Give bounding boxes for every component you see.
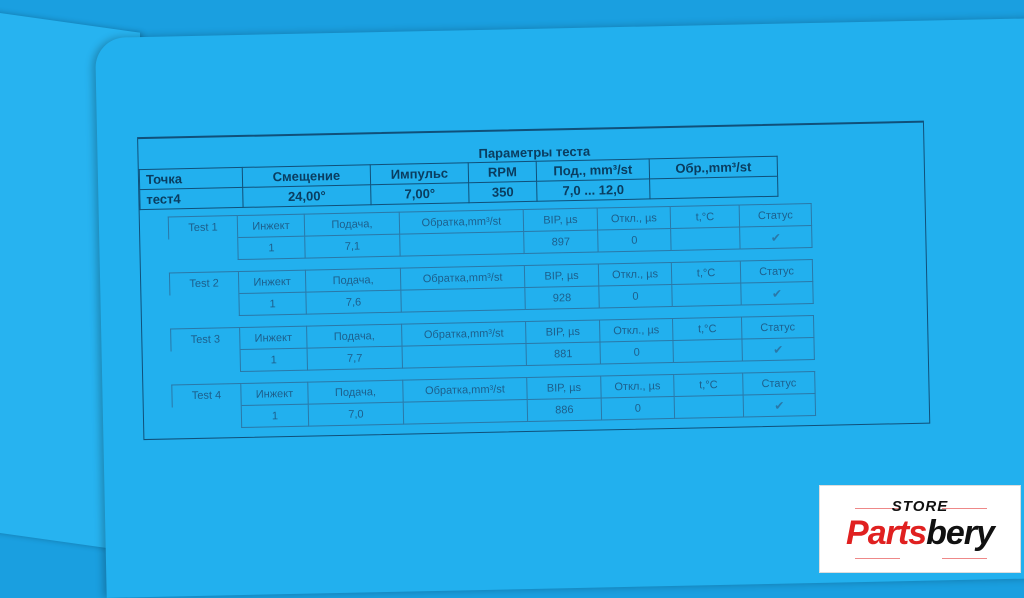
test-column-header: BIP, µs	[523, 208, 598, 232]
check-icon: ✔	[771, 286, 783, 301]
value-cell: 24,00°	[242, 184, 372, 208]
test-report: Параметры теста Точка Смещение Импульс R…	[137, 120, 931, 441]
test-column-header: Статус	[740, 259, 813, 284]
test-column-header: Статус	[742, 371, 816, 396]
test-column-header: Инжект	[238, 270, 306, 294]
test-label: Test 3	[170, 327, 241, 351]
test-column-header: Статус	[739, 203, 812, 228]
test-column-header: BIP, µs	[526, 375, 602, 400]
test-value-cell: 7,0	[308, 402, 404, 427]
test-value-cell	[670, 227, 741, 251]
test-value-cell: 1	[240, 348, 308, 372]
test-table-1: Test 1 Инжект Подача, Обратка,mm³/st BIP, µs…	[168, 203, 813, 261]
test-table-2: Test 2 Инжект Подача, Обратка,mm³/st BIP, µs…	[169, 259, 814, 317]
test-column-header: Подача,	[304, 212, 400, 237]
test-value-cell: 1	[238, 292, 307, 316]
test-value-cell	[399, 231, 525, 257]
test-column-header: Обратка,mm³/st	[401, 321, 526, 347]
header-cell: Под., mm³/st	[536, 158, 650, 182]
test-label: Test 4	[171, 383, 242, 407]
partsbery-logo: STORE Partsbery	[819, 485, 1021, 573]
test-column-header: Статус	[741, 315, 814, 340]
test-value-cell: 1	[237, 236, 306, 260]
test-value-cell: 928	[524, 286, 600, 310]
value-cell: тест4	[139, 187, 244, 210]
status-cell: ✔	[743, 393, 816, 418]
test-table-3: Test 3 Инжект Подача, Обратка,mm³/st BIP, µs…	[170, 315, 815, 373]
header-cell: Смещение	[242, 164, 371, 188]
test-column-header: Инжект	[237, 214, 305, 238]
test-column-header: Подача,	[307, 380, 404, 405]
test-value-cell: 897	[523, 230, 599, 254]
test-column-header: t,°C	[670, 205, 740, 229]
test-column-header: BIP, µs	[524, 264, 599, 288]
check-icon: ✔	[774, 398, 785, 413]
logo-store-text: STORE	[891, 498, 949, 515]
check-icon: ✔	[770, 230, 781, 245]
test-label: Test 2	[169, 271, 239, 295]
test-value-cell: 7,1	[304, 234, 401, 259]
header-cell: Импульс	[370, 162, 469, 185]
test-value-cell: 881	[525, 341, 601, 366]
test-value-cell: 7,6	[305, 290, 402, 315]
test-column-header: Откл., µs	[597, 206, 671, 231]
test-value-cell: 0	[599, 340, 674, 364]
test-column-header: t,°C	[671, 261, 741, 285]
test-column-header: Инжект	[239, 326, 308, 350]
parameters-table: Точка Смещение Импульс RPM Под., mm³/st …	[139, 156, 779, 210]
header-cell: Обр.,mm³/st	[649, 156, 778, 179]
test-table-4: Test 4 Инжект Подача, Обратка,mm³/st BIP, µs…	[171, 371, 816, 429]
test-column-header: Обратка,mm³/st	[402, 377, 528, 403]
test-value-cell: 886	[527, 397, 602, 422]
value-cell	[649, 176, 778, 199]
test-value-cell	[671, 283, 742, 307]
test-value-cell	[403, 399, 528, 425]
logo-brand-red: Parts	[846, 514, 927, 552]
test-label: Test 1	[168, 215, 238, 240]
test-column-header: Откл., µs	[599, 318, 673, 342]
value-cell: 350	[468, 181, 538, 203]
value-cell: 7,0 ... 12,0	[536, 178, 650, 202]
status-cell: ✔	[740, 281, 814, 306]
value-cell: 7,00°	[370, 182, 470, 205]
report-title: Параметры теста	[478, 143, 591, 161]
test-value-cell: 0	[598, 284, 673, 308]
header-cell: RPM	[468, 161, 537, 183]
logo-brand-black: bery	[926, 514, 995, 552]
status-cell: ✔	[739, 225, 813, 250]
status-cell: ✔	[741, 337, 815, 362]
test-column-header: Обратка,mm³/st	[400, 265, 525, 291]
test-value-cell: 7,7	[307, 346, 403, 371]
test-column-header: t,°C	[673, 373, 744, 397]
test-value-cell	[674, 395, 744, 419]
test-column-header: Откл., µs	[600, 374, 675, 398]
test-column-header: Подача,	[305, 268, 401, 293]
test-value-cell: 0	[601, 396, 675, 420]
test-column-header: Откл., µs	[598, 262, 672, 287]
header-cell: Точка	[139, 167, 243, 190]
test-value-cell	[672, 339, 743, 363]
test-value-cell: 0	[597, 228, 672, 253]
test-value-cell: 1	[241, 404, 309, 428]
test-column-header: Инжект	[240, 382, 309, 406]
test-column-header: t,°C	[672, 317, 742, 341]
test-value-cell	[400, 287, 526, 313]
test-column-header: BIP, µs	[525, 319, 600, 344]
check-icon: ✔	[772, 342, 784, 357]
test-column-header: Обратка,mm³/st	[399, 209, 524, 235]
test-column-header: Подача,	[306, 324, 403, 349]
test-value-cell	[402, 343, 527, 369]
